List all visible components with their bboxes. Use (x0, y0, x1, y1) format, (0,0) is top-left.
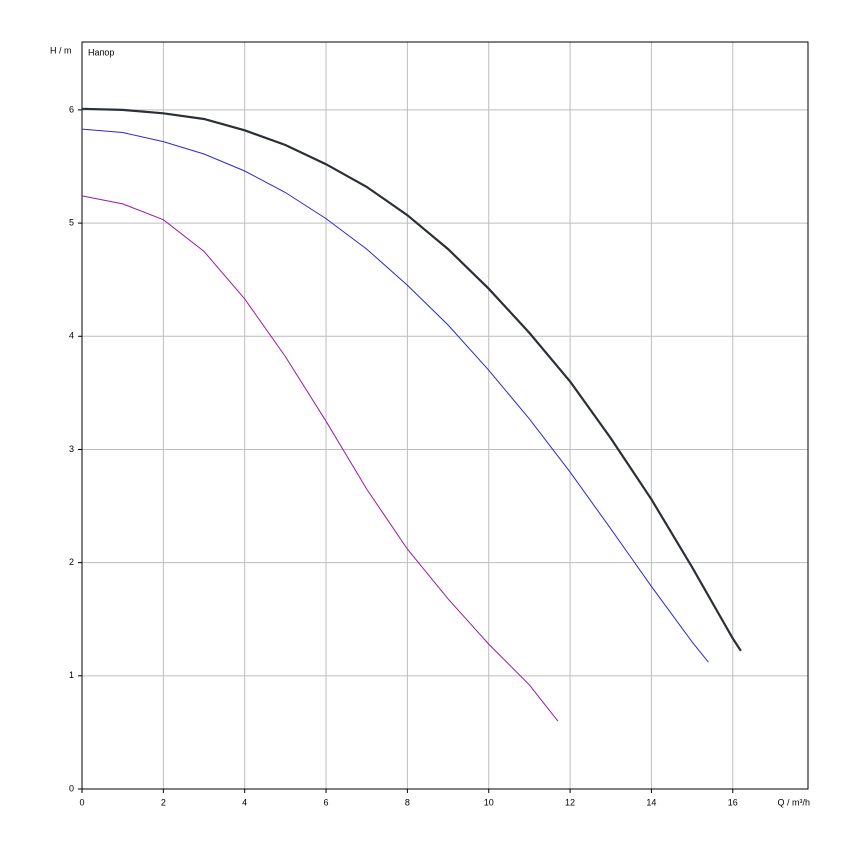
x-axis-label: Q / m³/h (777, 797, 810, 807)
y-tick-label: 4 (69, 331, 74, 341)
y-tick-label: 2 (69, 557, 74, 567)
x-tick-label: 8 (405, 797, 410, 807)
x-tick-label: 12 (565, 797, 575, 807)
curve (81, 195, 559, 722)
y-tick-label: 6 (69, 104, 74, 114)
y-tick-label: 1 (69, 670, 74, 680)
curve (81, 107, 742, 652)
x-tick-label: 0 (79, 797, 84, 807)
x-tick-label: 6 (324, 797, 329, 807)
curve (81, 128, 709, 663)
x-tick-label: 2 (161, 797, 166, 807)
annotation: Напор (88, 47, 114, 57)
plot-frame (81, 41, 809, 790)
y-tick-label: 5 (69, 217, 74, 227)
x-tick-label: 10 (484, 797, 494, 807)
x-tick-label: 14 (646, 797, 656, 807)
y-tick-label: 3 (69, 444, 74, 454)
x-tick-label: 4 (242, 797, 247, 807)
y-axis-label: H / m (50, 45, 72, 55)
x-tick-label: 16 (728, 797, 738, 807)
y-tick-label: 0 (69, 783, 74, 793)
